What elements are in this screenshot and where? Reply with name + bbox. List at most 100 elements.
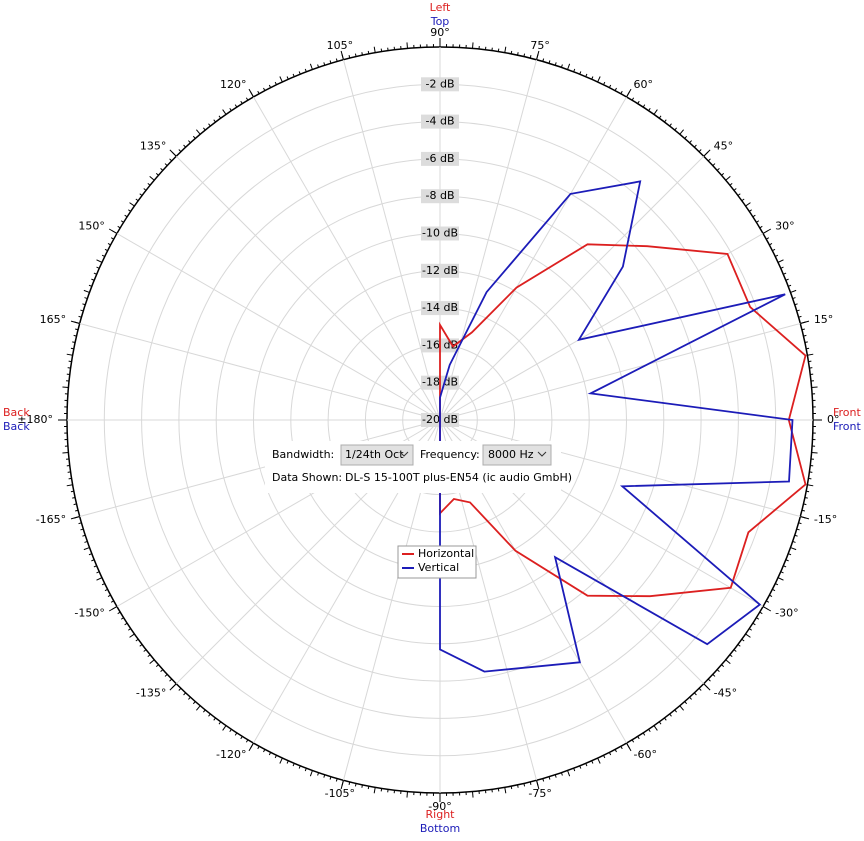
r-tick-label: -8 dB — [426, 189, 455, 202]
minor-tick — [83, 289, 90, 293]
theta-tick-label: -165° — [36, 513, 66, 526]
minor-tick — [222, 725, 227, 731]
theta-tick-label: -60° — [634, 748, 657, 761]
minor-tick — [373, 46, 376, 53]
theta-tick — [800, 320, 810, 324]
legend-label: Vertical — [418, 561, 459, 574]
minor-tick — [222, 109, 227, 115]
grid-spoke — [439, 155, 705, 421]
grid-spoke — [79, 419, 441, 518]
theta-tick-label: ±180° — [17, 413, 53, 426]
minor-tick — [504, 787, 507, 794]
minor-tick — [597, 76, 601, 83]
r-tick-label-bg — [421, 301, 459, 316]
minor-tick — [653, 109, 658, 115]
theta-tick-label: -30° — [775, 607, 798, 620]
bandwidth-select[interactable] — [340, 444, 414, 466]
theta-tick-label: 60° — [634, 78, 654, 91]
minor-tick — [790, 289, 797, 293]
minor-tick — [149, 176, 155, 181]
theta-tick-label: 90° — [430, 26, 450, 39]
r-tick-label: -4 dB — [426, 115, 455, 128]
direction-label: Right — [426, 808, 456, 821]
theta-tick — [108, 228, 118, 234]
theta-tick — [536, 50, 540, 60]
grid-spoke — [439, 322, 801, 421]
theta-tick — [762, 606, 772, 612]
theta-tick — [536, 780, 540, 790]
theta-tick-label: 30° — [775, 220, 795, 233]
minor-tick — [62, 386, 69, 388]
r-tick-label: -12 dB — [422, 264, 458, 277]
theta-tick — [762, 228, 772, 234]
minor-tick — [83, 547, 90, 551]
minor-tick — [725, 176, 731, 181]
frequency-select[interactable] — [482, 444, 552, 466]
r-tick-label: -2 dB — [426, 77, 455, 90]
theta-tick — [70, 516, 80, 520]
legend-box — [397, 545, 477, 579]
theta-tick — [626, 742, 632, 752]
direction-label: Top — [430, 15, 450, 28]
minor-tick — [96, 259, 103, 263]
theta-tick-label: -90° — [428, 800, 451, 813]
minor-tick — [725, 659, 731, 664]
theta-tick-label: -75° — [528, 787, 551, 800]
theta-tick-label: -150° — [74, 607, 104, 620]
theta-tick — [169, 149, 177, 157]
grid-spoke — [175, 155, 441, 421]
minor-tick — [196, 129, 201, 135]
theta-tick-label: 135° — [140, 139, 167, 152]
r-tick-label-bg — [421, 77, 459, 92]
grid-spoke — [439, 96, 627, 421]
theta-tick-label: 150° — [78, 220, 105, 233]
minor-tick — [472, 42, 474, 49]
grid-spoke — [439, 233, 764, 421]
theta-tick — [169, 683, 177, 691]
r-tick-label-bg — [421, 114, 459, 129]
direction-label: Front — [833, 406, 862, 419]
minor-tick — [807, 484, 814, 487]
theta-tick — [340, 50, 344, 60]
minor-tick — [309, 770, 313, 777]
minor-tick — [406, 791, 408, 798]
minor-tick — [679, 705, 684, 711]
minor-tick — [811, 452, 818, 454]
theta-tick-label: -135° — [136, 687, 166, 700]
frequency-value: 8000 Hz — [488, 448, 534, 461]
direction-label: Left — [430, 1, 451, 14]
minor-tick — [406, 42, 408, 49]
r-tick-label: -6 dB — [426, 152, 455, 165]
theta-tick-label: -105° — [325, 787, 355, 800]
theta-tick-label: 75° — [530, 39, 550, 52]
minor-tick — [279, 76, 283, 83]
grid-spoke — [439, 59, 538, 421]
grid-spoke — [116, 233, 441, 421]
minor-tick — [129, 633, 135, 638]
grid-spoke — [342, 59, 441, 421]
frequency-label: Frequency: — [420, 448, 480, 461]
minor-tick — [96, 577, 103, 581]
data-shown-label: Data Shown: — [272, 471, 342, 484]
r-tick-label-bg — [421, 151, 459, 166]
theta-tick — [340, 780, 344, 790]
theta-tick — [703, 149, 711, 157]
minor-tick — [653, 725, 658, 731]
theta-tick — [70, 320, 80, 324]
grid-spoke — [253, 96, 441, 421]
theta-tick-label: 45° — [714, 139, 734, 152]
r-tick-label-bg — [421, 226, 459, 241]
minor-tick — [811, 386, 818, 388]
minor-tick — [597, 757, 601, 764]
minor-tick — [567, 770, 571, 777]
control-panel: Bandwidth: 1/24th Oct Frequency: 8000 Hz… — [265, 441, 572, 493]
direction-label: Back — [3, 420, 30, 433]
theta-tick-label: 120° — [220, 78, 247, 91]
minor-tick — [373, 787, 376, 794]
minor-tick — [777, 259, 784, 263]
minor-tick — [504, 46, 507, 53]
theta-tick — [703, 683, 711, 691]
dropdown-arrow — [399, 451, 409, 457]
theta-tick — [248, 88, 254, 98]
